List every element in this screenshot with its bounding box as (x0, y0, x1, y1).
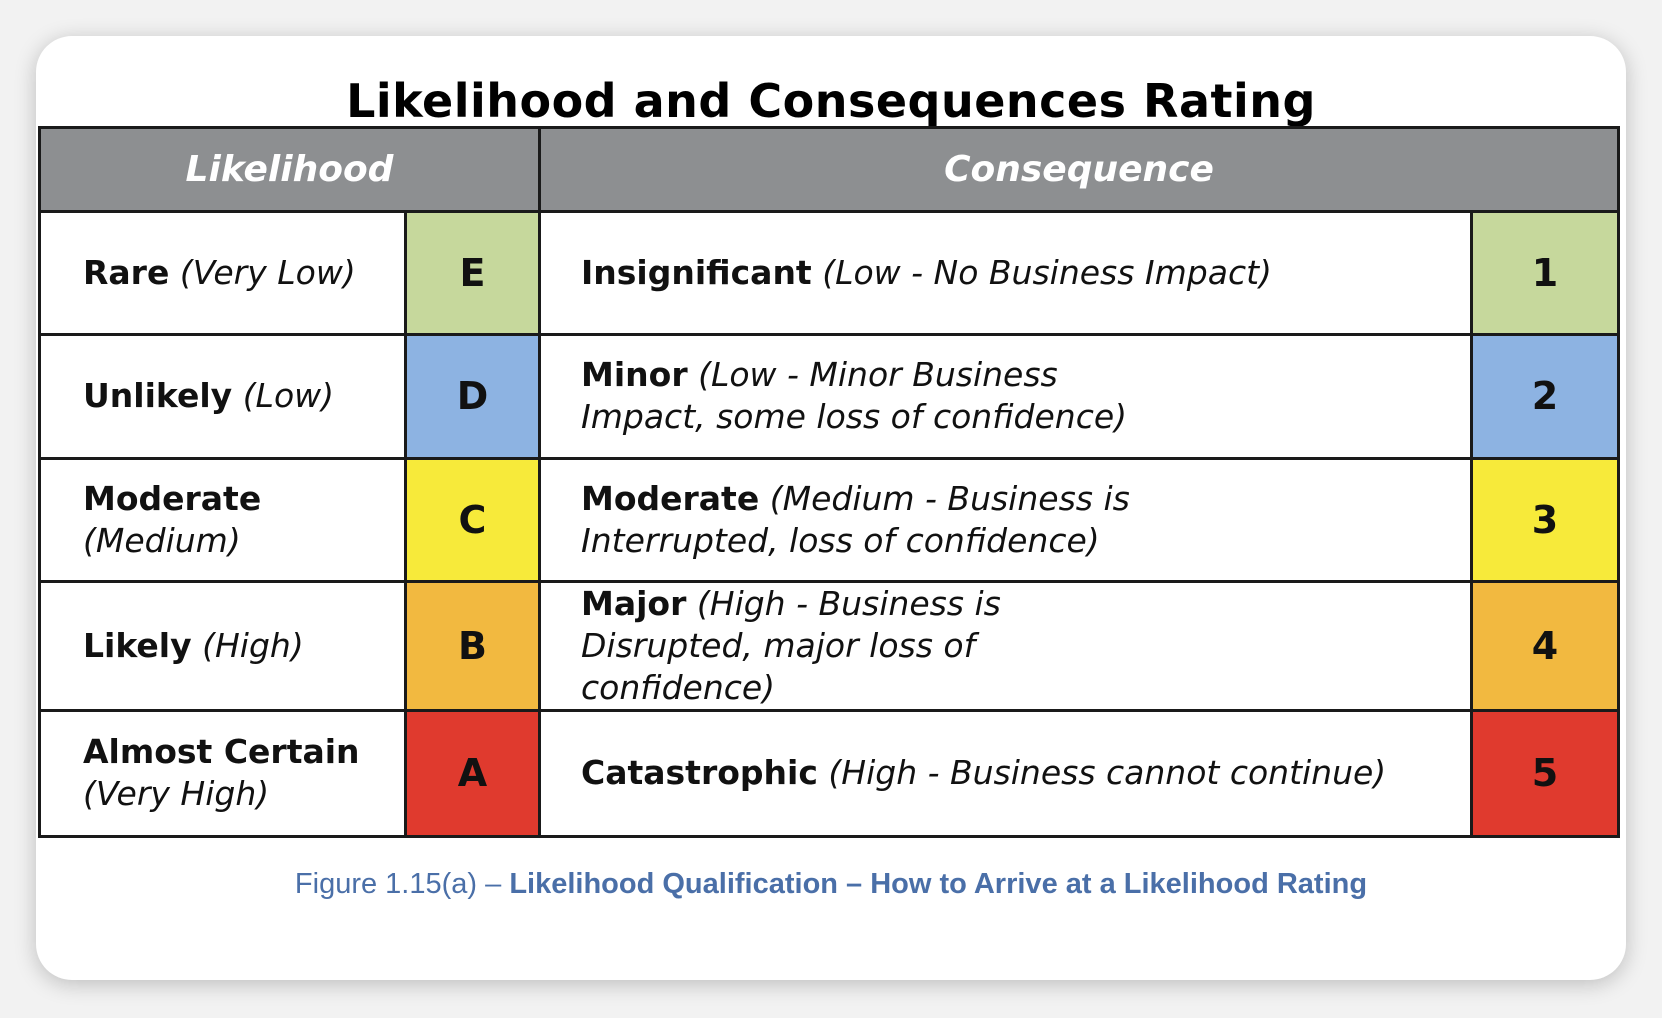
consequence-term: Insignificant (581, 253, 812, 293)
likelihood-term: Unlikely (83, 376, 233, 416)
consequence-header: Consequence (541, 129, 1617, 213)
likelihood-qualifier: (Very Low) (179, 253, 356, 293)
likelihood-term: Almost Certain (83, 732, 360, 772)
consequence-code-3: 3 (1473, 459, 1617, 583)
likelihood-cell-unlikely: Unlikely (Low) (41, 336, 407, 460)
likelihood-code-c: C (407, 459, 541, 583)
caption-prefix: Figure 1.15(a) – (294, 868, 510, 900)
figure-caption: Figure 1.15(a) – Likelihood Qualificatio… (36, 868, 1626, 901)
consequence-code-2: 2 (1473, 336, 1617, 460)
likelihood-qualifier: (High) (202, 625, 304, 665)
likelihood-header: Likelihood (41, 129, 541, 213)
consequence-cell-insignificant: Insignificant (Low - No Business Impact) (541, 213, 1473, 337)
consequence-cell-minor: Minor (Low - Minor Business Impact, some… (541, 336, 1473, 460)
consequence-term: Major (581, 583, 687, 623)
consequence-term: Catastrophic (581, 753, 818, 793)
likelihood-code-b: B (407, 582, 541, 712)
likelihood-qualifier: (Very High) (83, 774, 270, 814)
likelihood-cell-almost-certain: Almost Certain (Very High) (41, 711, 407, 835)
consequence-code-1: 1 (1473, 213, 1617, 337)
consequence-code-5: 5 (1473, 711, 1617, 835)
consequence-qualifier: (Low - Minor Business Impact, some loss … (581, 355, 1128, 437)
consequence-code-4: 4 (1473, 582, 1617, 712)
consequence-cell-catastrophic: Catastrophic (High - Business cannot con… (541, 711, 1473, 835)
likelihood-term: Rare (83, 253, 170, 293)
consequence-qualifier: (Low - No Business Impact) (822, 253, 1272, 293)
likelihood-code-d: D (407, 336, 541, 460)
likelihood-code-e: E (407, 213, 541, 337)
likelihood-qualifier: (Medium) (83, 520, 241, 560)
consequence-term: Minor (581, 355, 688, 395)
consequence-cell-moderate: Moderate (Medium - Business is Interrupt… (541, 459, 1473, 583)
likelihood-cell-likely: Likely (High) (41, 582, 407, 712)
caption-title: Likelihood Qualification – How to Arrive… (509, 868, 1368, 900)
consequence-term: Moderate (581, 478, 760, 518)
likelihood-cell-moderate: Moderate (Medium) (41, 459, 407, 583)
consequence-qualifier: (Medium - Business is Interrupted, loss … (581, 478, 1130, 560)
likelihood-term: Moderate (83, 478, 262, 518)
consequence-qualifier: (High - Business is Disrupted, major los… (581, 583, 1001, 707)
consequence-qualifier: (High - Business cannot continue) (828, 753, 1387, 793)
figure-card: Likelihood and Consequences Rating Likel… (36, 36, 1626, 980)
consequence-cell-major: Major (High - Business is Disrupted, maj… (541, 582, 1473, 712)
likelihood-term: Likely (83, 625, 192, 665)
rating-table: Likelihood Consequence Rare (Very Low) E… (38, 126, 1620, 838)
likelihood-code-a: A (407, 711, 541, 835)
page-title: Likelihood and Consequences Rating (346, 74, 1316, 128)
likelihood-qualifier: (Low) (242, 376, 335, 416)
likelihood-cell-rare: Rare (Very Low) (41, 213, 407, 337)
